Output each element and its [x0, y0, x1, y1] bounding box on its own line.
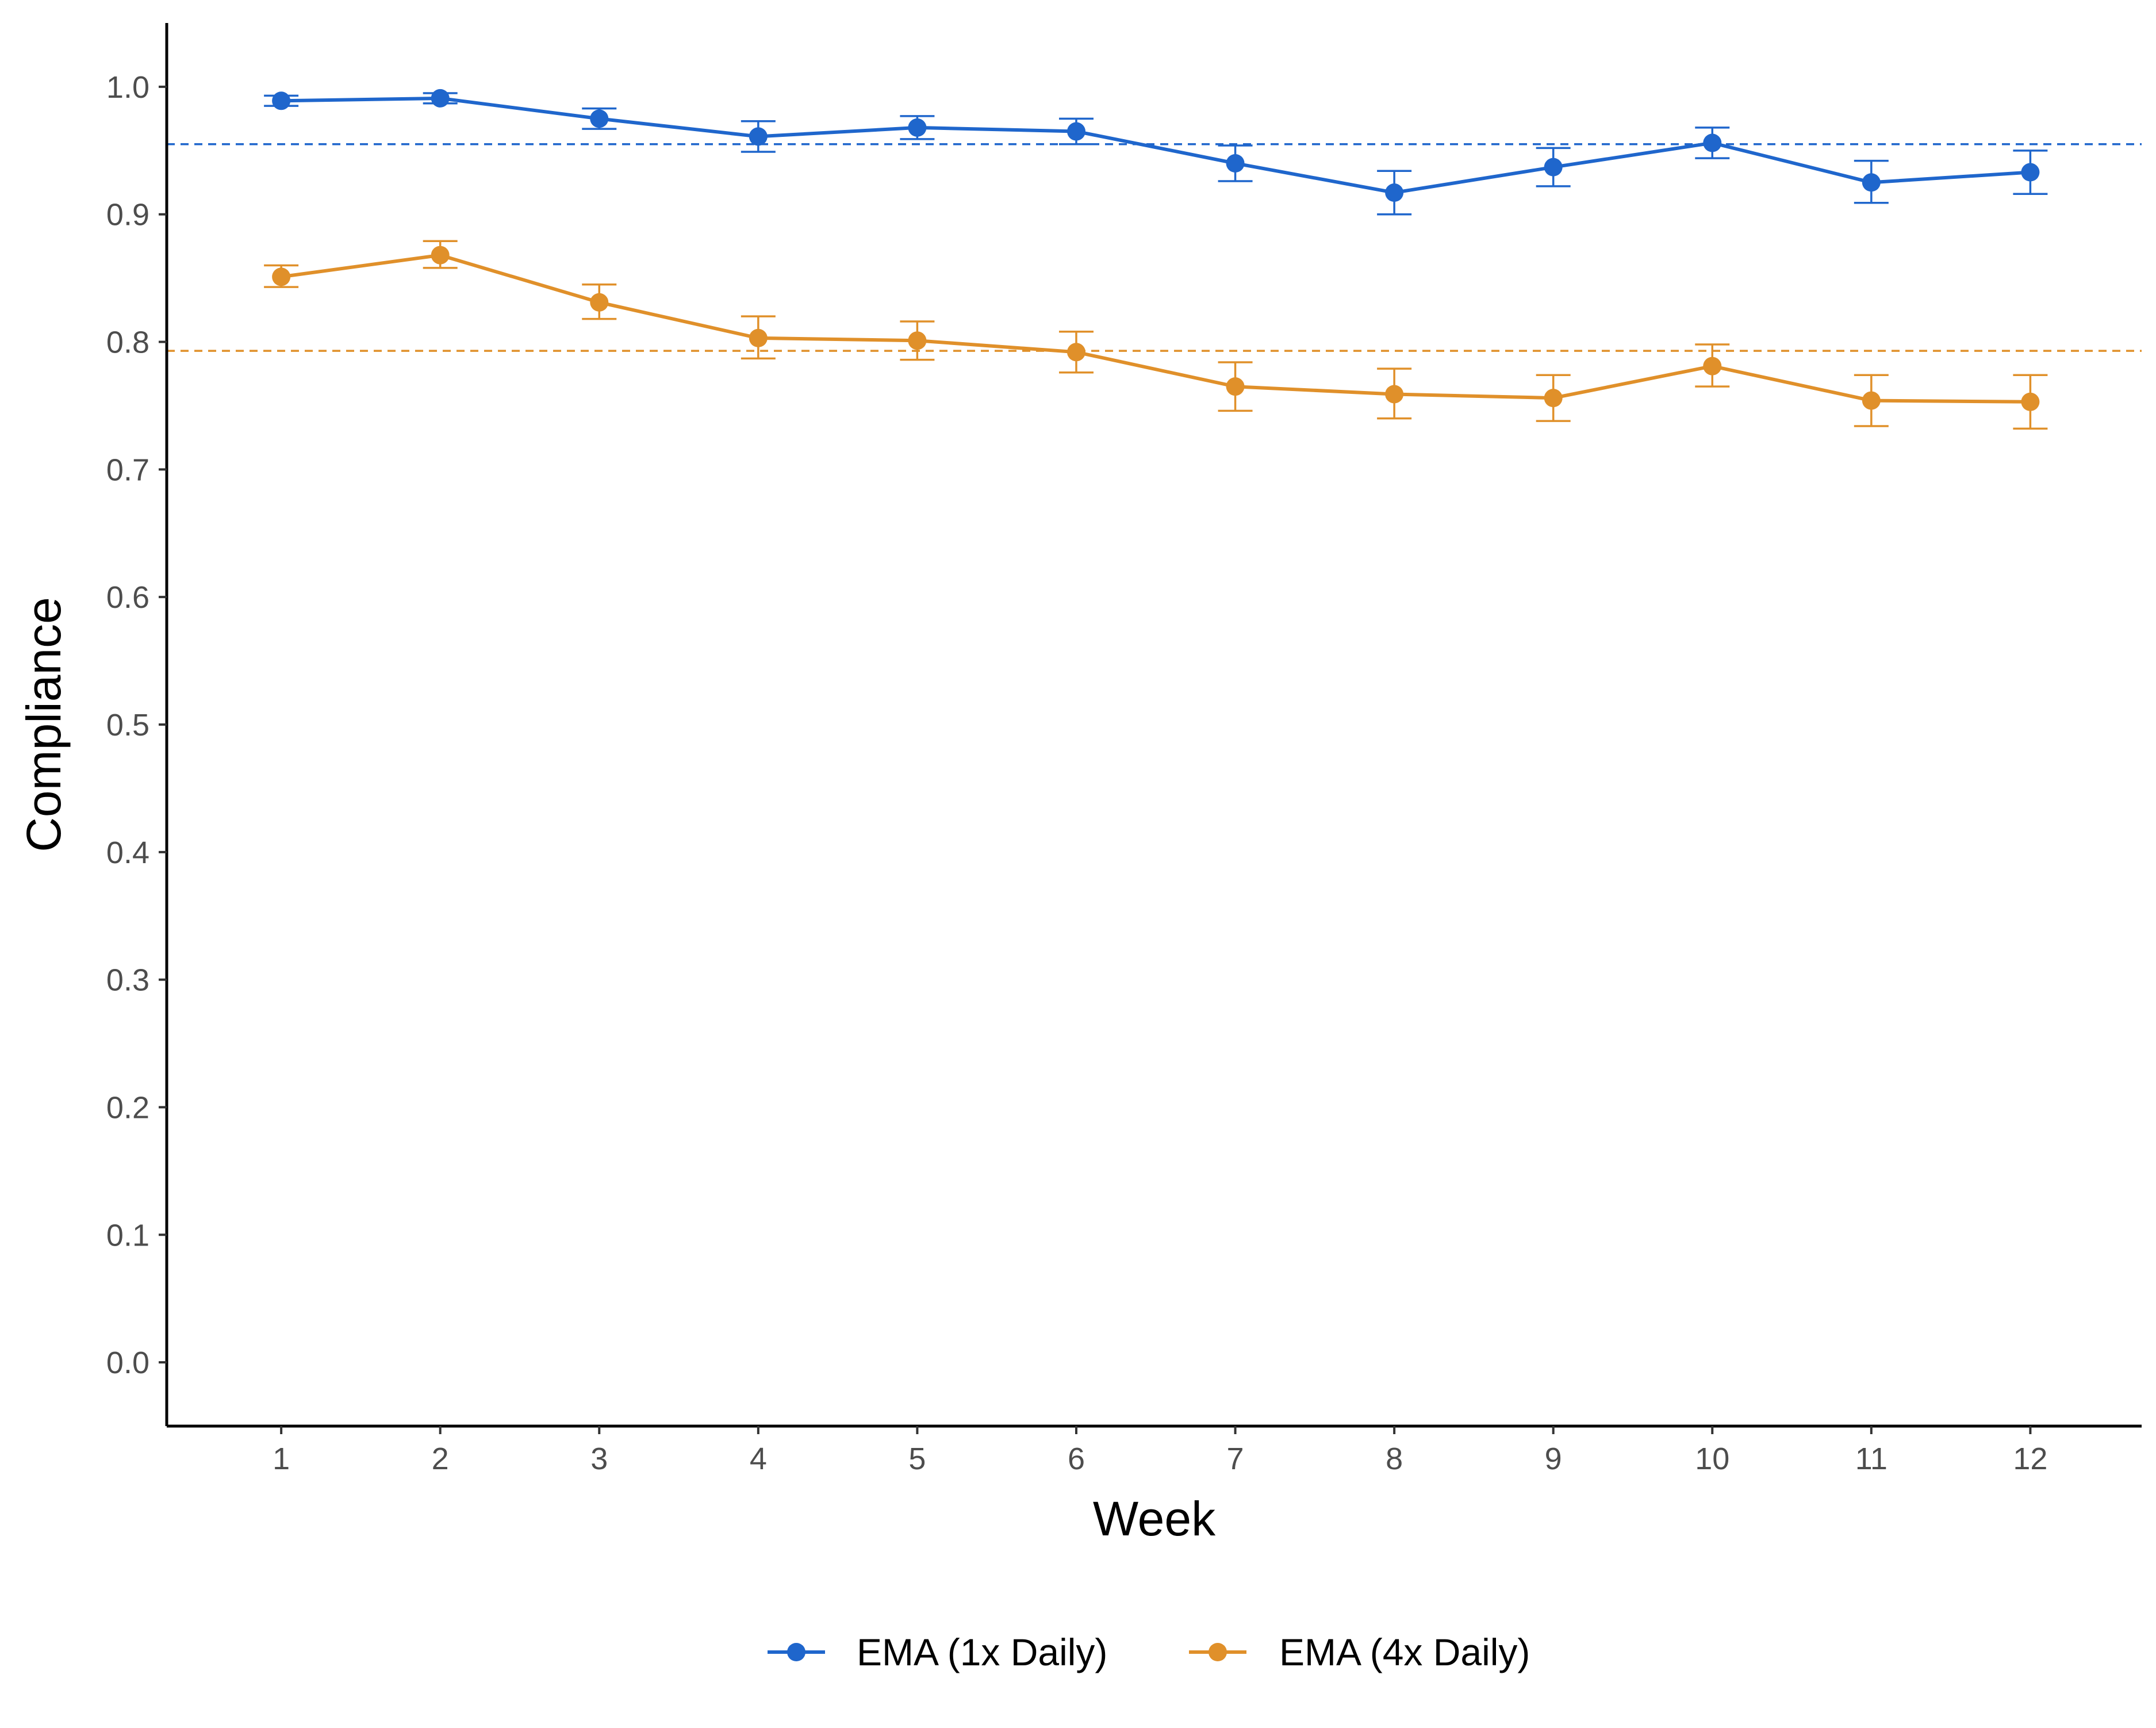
legend-item-1: EMA (1x Daily) [768, 1631, 1107, 1673]
x-tick-label: 1 [273, 1442, 290, 1476]
data-point [1067, 122, 1085, 141]
x-tick-label: 4 [750, 1442, 767, 1476]
data-point [1703, 357, 1722, 376]
x-tick-label: 11 [1855, 1442, 1888, 1476]
data-point [1385, 183, 1404, 202]
legend-label: EMA (1x Daily) [857, 1631, 1107, 1673]
legend-key-point [787, 1643, 805, 1661]
legend-label: EMA (4x Daily) [1279, 1631, 1530, 1673]
data-point [1226, 377, 1245, 396]
y-tick-label: 0.4 [106, 836, 149, 870]
x-tick-label: 12 [2013, 1442, 2047, 1476]
data-point [1067, 343, 1085, 362]
data-point [590, 293, 609, 312]
reference-lines [167, 143, 2142, 352]
data-point [431, 89, 450, 108]
y-tick-label: 0.5 [106, 708, 149, 742]
x-tick-label: 5 [908, 1442, 926, 1476]
data-point [1544, 158, 1563, 177]
data-point [1862, 391, 1881, 410]
y-tick-label: 1.0 [106, 70, 149, 105]
data-point [749, 127, 768, 146]
data-point [2021, 163, 2040, 182]
y-tick-label: 0.3 [106, 963, 149, 998]
x-tick-label: 10 [1695, 1442, 1729, 1476]
data-point [272, 267, 291, 286]
x-tick-label: 2 [432, 1442, 449, 1476]
x-axis-title: Week [1093, 1492, 1216, 1546]
legend-item-2: EMA (4x Daily) [1189, 1631, 1530, 1673]
x-tick-label: 9 [1545, 1442, 1562, 1476]
y-tick-label: 0.1 [106, 1218, 149, 1252]
y-tick-label: 0.0 [106, 1346, 149, 1380]
x-tick-label: 6 [1068, 1442, 1085, 1476]
data-point [749, 328, 768, 347]
data-point [590, 109, 609, 128]
y-tick-label: 0.2 [106, 1090, 149, 1125]
y-tick-label: 0.8 [106, 325, 149, 360]
data-point [431, 246, 450, 265]
data-point [2021, 392, 2040, 411]
data-point [1226, 154, 1245, 173]
x-tick-label: 7 [1227, 1442, 1244, 1476]
axes: 0.00.10.20.30.40.50.60.70.80.91.01 2 3 4 5 6 7… [106, 23, 2142, 1476]
data-point [1703, 133, 1722, 152]
y-tick-label: 0.6 [106, 580, 149, 615]
legend-key-point [1209, 1643, 1227, 1661]
data-point [1862, 173, 1881, 192]
legend: EMA (1x Daily) EMA (4x Daily) [768, 1631, 1530, 1673]
series-1 [264, 89, 2048, 216]
data-point [1544, 389, 1563, 408]
y-tick-label: 0.9 [106, 198, 149, 232]
series-layer [264, 89, 2048, 430]
x-tick-label: 8 [1386, 1442, 1403, 1476]
data-point [908, 118, 927, 137]
series-line-1 [281, 96, 2031, 195]
series-line-2 [281, 253, 2031, 404]
data-point [272, 91, 291, 110]
y-tick-label: 0.7 [106, 453, 149, 487]
data-point [1385, 385, 1404, 404]
data-point [908, 331, 927, 350]
x-tick-label: 3 [590, 1442, 608, 1476]
y-axis-title: Compliance [17, 597, 71, 852]
series-2 [264, 240, 2048, 430]
